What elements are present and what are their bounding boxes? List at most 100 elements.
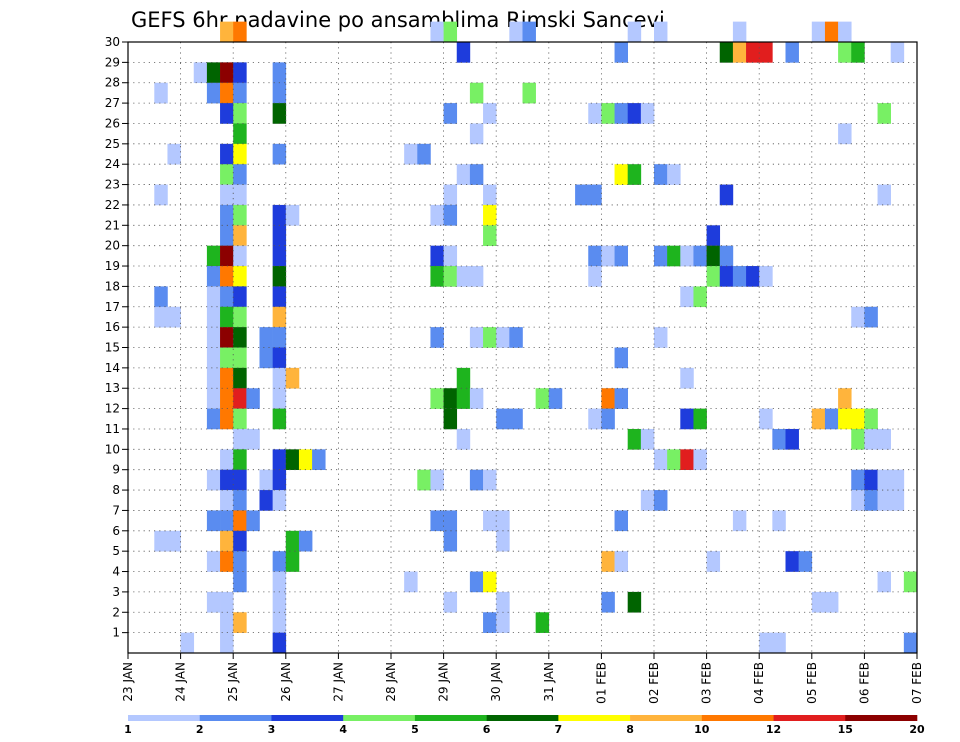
heatmap-cell xyxy=(272,82,287,104)
heatmap-cell xyxy=(220,510,234,532)
heatmap-cell xyxy=(456,428,471,450)
heatmap-cell xyxy=(154,184,168,206)
x-tick-label: 01 FEB xyxy=(594,662,608,704)
y-tick-label: 26 xyxy=(105,116,120,130)
heatmap-cell xyxy=(706,551,721,572)
heatmap-cell xyxy=(469,327,484,348)
heatmap-cell xyxy=(838,388,852,409)
heatmap-cell xyxy=(877,428,891,450)
heatmap-cell xyxy=(824,591,839,613)
heatmap-cell xyxy=(798,551,813,572)
heatmap-cell xyxy=(443,21,458,43)
y-tick-label: 3 xyxy=(112,585,120,599)
heatmap-cell xyxy=(259,490,273,511)
heatmap-cell xyxy=(154,286,168,308)
heatmap-cell xyxy=(877,469,891,491)
heatmap-cell xyxy=(246,428,260,450)
heatmap-cell xyxy=(456,266,471,287)
heatmap-cell xyxy=(509,408,523,430)
heatmap-cell xyxy=(233,367,247,389)
heatmap-cell xyxy=(233,347,247,369)
heatmap-cell xyxy=(483,103,497,124)
heatmap-cell xyxy=(759,42,773,63)
heatmap-cell xyxy=(627,103,642,124)
colorbar-swatch xyxy=(845,715,918,721)
colorbar-label: 2 xyxy=(196,723,204,736)
heatmap-cell xyxy=(824,408,839,430)
heatmap-cell xyxy=(746,42,760,63)
heatmap-cell xyxy=(627,21,642,43)
heatmap-cell xyxy=(719,42,734,63)
y-tick-label: 11 xyxy=(105,422,120,436)
x-tick-label: 24 JAN xyxy=(174,662,188,702)
heatmap-cell xyxy=(233,266,247,287)
heatmap-cell xyxy=(443,245,458,267)
heatmap-cell xyxy=(272,490,287,511)
y-tick-label: 13 xyxy=(105,381,120,395)
heatmap-cell xyxy=(233,225,247,246)
heatmap-cell xyxy=(522,21,536,43)
heatmap-cell xyxy=(614,510,628,532)
heatmap-cell xyxy=(877,571,891,593)
colorbar-label: 8 xyxy=(626,723,634,736)
heatmap-cell xyxy=(220,306,234,328)
heatmap-cell xyxy=(220,347,234,369)
heatmap-cell xyxy=(601,408,615,430)
heatmap-cell xyxy=(206,388,221,409)
heatmap-cell xyxy=(154,530,168,552)
heatmap-cell xyxy=(496,510,510,532)
heatmap-cell xyxy=(601,103,615,124)
heatmap-cells xyxy=(154,21,918,654)
heatmap-cell xyxy=(443,184,458,206)
heatmap-cell xyxy=(430,245,444,267)
heatmap-cell xyxy=(811,408,826,430)
y-tick-label: 16 xyxy=(105,320,120,334)
heatmap-cell xyxy=(680,449,694,470)
heatmap-cell xyxy=(220,225,234,246)
heatmap-cell xyxy=(206,286,221,308)
heatmap-cell xyxy=(206,510,221,532)
heatmap-cell xyxy=(601,591,615,613)
heatmap-cell xyxy=(719,184,734,206)
heatmap-cell xyxy=(272,225,287,246)
colorbar-label: 10 xyxy=(694,723,710,736)
heatmap-cell xyxy=(233,327,247,348)
heatmap-cell xyxy=(483,184,497,206)
x-tick-label: 03 FEB xyxy=(700,662,714,704)
y-tick-label: 25 xyxy=(105,137,120,151)
colorbar-swatch xyxy=(558,715,631,721)
y-tick-label: 27 xyxy=(105,96,120,110)
heatmap-cell xyxy=(772,428,786,450)
heatmap-cell xyxy=(811,591,826,613)
heatmap-cell xyxy=(640,103,655,124)
heatmap-cell xyxy=(890,42,905,63)
heatmap-cell xyxy=(404,571,418,593)
heatmap-cell xyxy=(220,551,234,572)
heatmap-cell xyxy=(667,164,681,185)
heatmap-cell xyxy=(285,449,300,470)
heatmap-cell xyxy=(903,632,918,654)
heatmap-cell xyxy=(575,184,589,206)
x-tick-label: 02 FEB xyxy=(647,662,661,704)
heatmap-cell xyxy=(233,21,247,43)
y-tick-label: 28 xyxy=(105,76,120,90)
heatmap-cell xyxy=(233,62,247,84)
heatmap-cell xyxy=(443,530,458,552)
heatmap-cell xyxy=(272,62,287,84)
heatmap-cell xyxy=(785,42,799,63)
heatmap-cell xyxy=(483,225,497,246)
heatmap-cell xyxy=(509,327,523,348)
heatmap-cell xyxy=(654,490,668,511)
y-tick-label: 12 xyxy=(105,402,120,416)
x-tick-label: 07 FEB xyxy=(910,662,924,704)
heatmap-cell xyxy=(443,388,458,409)
heatmap-cell xyxy=(272,388,287,409)
heatmap-cell xyxy=(785,551,799,572)
heatmap-cell xyxy=(285,204,300,226)
heatmap-cell xyxy=(680,408,694,430)
heatmap-cell xyxy=(903,571,918,593)
heatmap-cell xyxy=(588,266,602,287)
heatmap-cell xyxy=(272,469,287,491)
heatmap-cell xyxy=(220,184,234,206)
heatmap-cell xyxy=(154,82,168,104)
